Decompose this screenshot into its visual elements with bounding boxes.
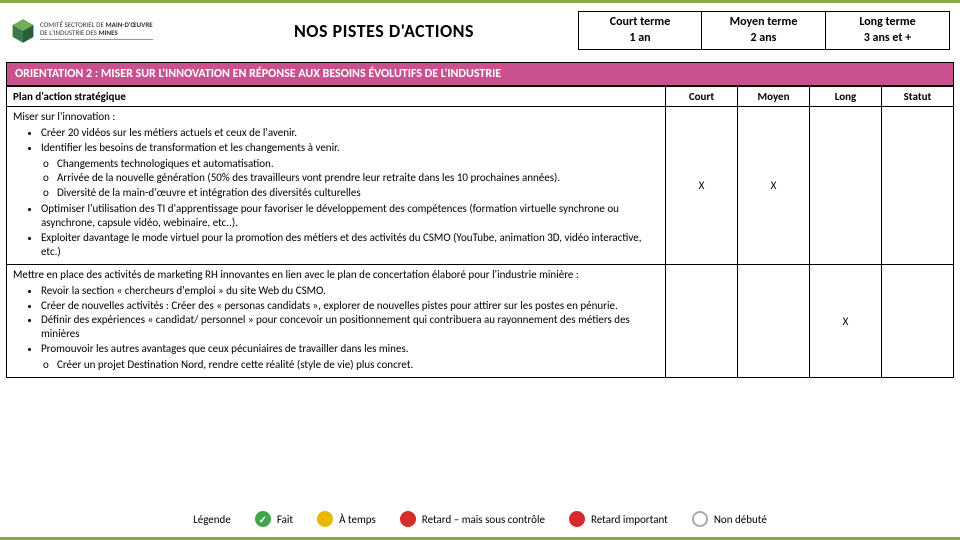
row2-plan: Mettre en place des activités de marketi…	[7, 265, 666, 378]
logo-line4: MINES	[99, 28, 118, 37]
term-long: Long terme 3 ans et +	[826, 11, 950, 50]
page-title: NOS PISTES D'ACTIONS	[200, 20, 568, 42]
row1-statut	[882, 107, 954, 265]
row1-s2: Arrivée de la nouvelle génération (50% d…	[57, 171, 659, 185]
action-table: Plan d'action stratégique Court Moyen Lo…	[6, 86, 954, 378]
legend-item-atemps: À temps	[317, 511, 376, 527]
legend-retard1-label: Retard – mais sous contrôle	[422, 513, 545, 526]
term-court: Court terme 1 an	[578, 11, 702, 50]
table-row: Miser sur l'innovation : Créer 20 vidéos…	[7, 107, 954, 265]
legend-retard2-label: Retard important	[591, 513, 668, 526]
logo: COMITÉ SECTORIEL DE MAIN-D'ŒUVRE DE L'IN…	[10, 18, 190, 44]
row1-b1: Créer 20 vidéos sur les métiers actuels …	[41, 126, 659, 140]
dot-icon	[569, 511, 585, 527]
row1-long	[810, 107, 882, 265]
row2-statut	[882, 265, 954, 378]
table-header-row: Plan d'action stratégique Court Moyen Lo…	[7, 87, 954, 107]
row2-intro: Mettre en place des activités de marketi…	[13, 268, 659, 282]
term-moyen-l2: 2 ans	[706, 31, 821, 47]
term-moyen: Moyen terme 2 ans	[702, 11, 826, 50]
row2-moyen	[738, 265, 810, 378]
term-court-l2: 1 an	[583, 31, 697, 47]
term-boxes: Court terme 1 an Moyen terme 2 ans Long …	[578, 11, 950, 50]
check-icon	[255, 511, 271, 527]
header: COMITÉ SECTORIEL DE MAIN-D'ŒUVRE DE L'IN…	[0, 3, 960, 58]
col-long: Long	[810, 87, 882, 107]
col-plan: Plan d'action stratégique	[7, 87, 666, 107]
legend-item-retard2: Retard important	[569, 511, 668, 527]
col-statut: Statut	[882, 87, 954, 107]
dot-icon	[400, 511, 416, 527]
legend-nondebu-label: Non débuté	[714, 513, 767, 526]
legend-atemps-label: À temps	[339, 513, 376, 526]
row1-b2: Identifier les besoins de transformation…	[41, 141, 659, 155]
row1-intro: Miser sur l'innovation :	[13, 110, 659, 124]
dot-icon	[692, 511, 708, 527]
row1-b4: Exploiter davantage le mode virtuel pour…	[41, 231, 659, 260]
legend-item-fait: Fait	[255, 511, 293, 527]
legend-title: Légende	[193, 513, 231, 526]
term-court-l1: Court terme	[583, 15, 697, 31]
col-moyen: Moyen	[738, 87, 810, 107]
term-long-l1: Long terme	[830, 15, 945, 31]
row1-s1: Changements technologiques et automatisa…	[57, 157, 659, 171]
table-row: Mettre en place des activités de marketi…	[7, 265, 954, 378]
row2-b4: Promouvoir les autres avantages que ceux…	[41, 342, 659, 356]
row1-b3: Optimiser l'utilisation des TI d'apprent…	[41, 202, 659, 231]
logo-line3: DE L'INDUSTRIE DES	[40, 28, 97, 37]
col-court: Court	[666, 87, 738, 107]
legend-fait-label: Fait	[277, 513, 293, 526]
legend-item-nondebu: Non débuté	[692, 511, 767, 527]
row1-moyen: X	[738, 107, 810, 265]
term-long-l2: 3 ans et +	[830, 31, 945, 47]
row2-b1: Revoir la section « chercheurs d'emploi …	[41, 284, 659, 298]
row2-long: X	[810, 265, 882, 378]
row2-b3: Définir des expériences « candidat/ pers…	[41, 313, 659, 342]
row2-court	[666, 265, 738, 378]
row2-s1: Créer un projet Destination Nord, rendre…	[57, 358, 659, 372]
row1-court: X	[666, 107, 738, 265]
term-moyen-l1: Moyen terme	[706, 15, 821, 31]
row1-plan: Miser sur l'innovation : Créer 20 vidéos…	[7, 107, 666, 265]
legend-item-retard1: Retard – mais sous contrôle	[400, 511, 545, 527]
logo-icon	[10, 18, 36, 44]
dot-icon	[317, 511, 333, 527]
row1-s3: Diversité de la main-d'œuvre et intégrat…	[57, 186, 659, 200]
row2-b2: Créer de nouvelles activités : Créer des…	[41, 299, 659, 313]
orientation-bar: ORIENTATION 2 : MISER SUR L'INNOVATION E…	[6, 62, 954, 86]
legend: Légende Fait À temps Retard – mais sous …	[0, 511, 960, 527]
